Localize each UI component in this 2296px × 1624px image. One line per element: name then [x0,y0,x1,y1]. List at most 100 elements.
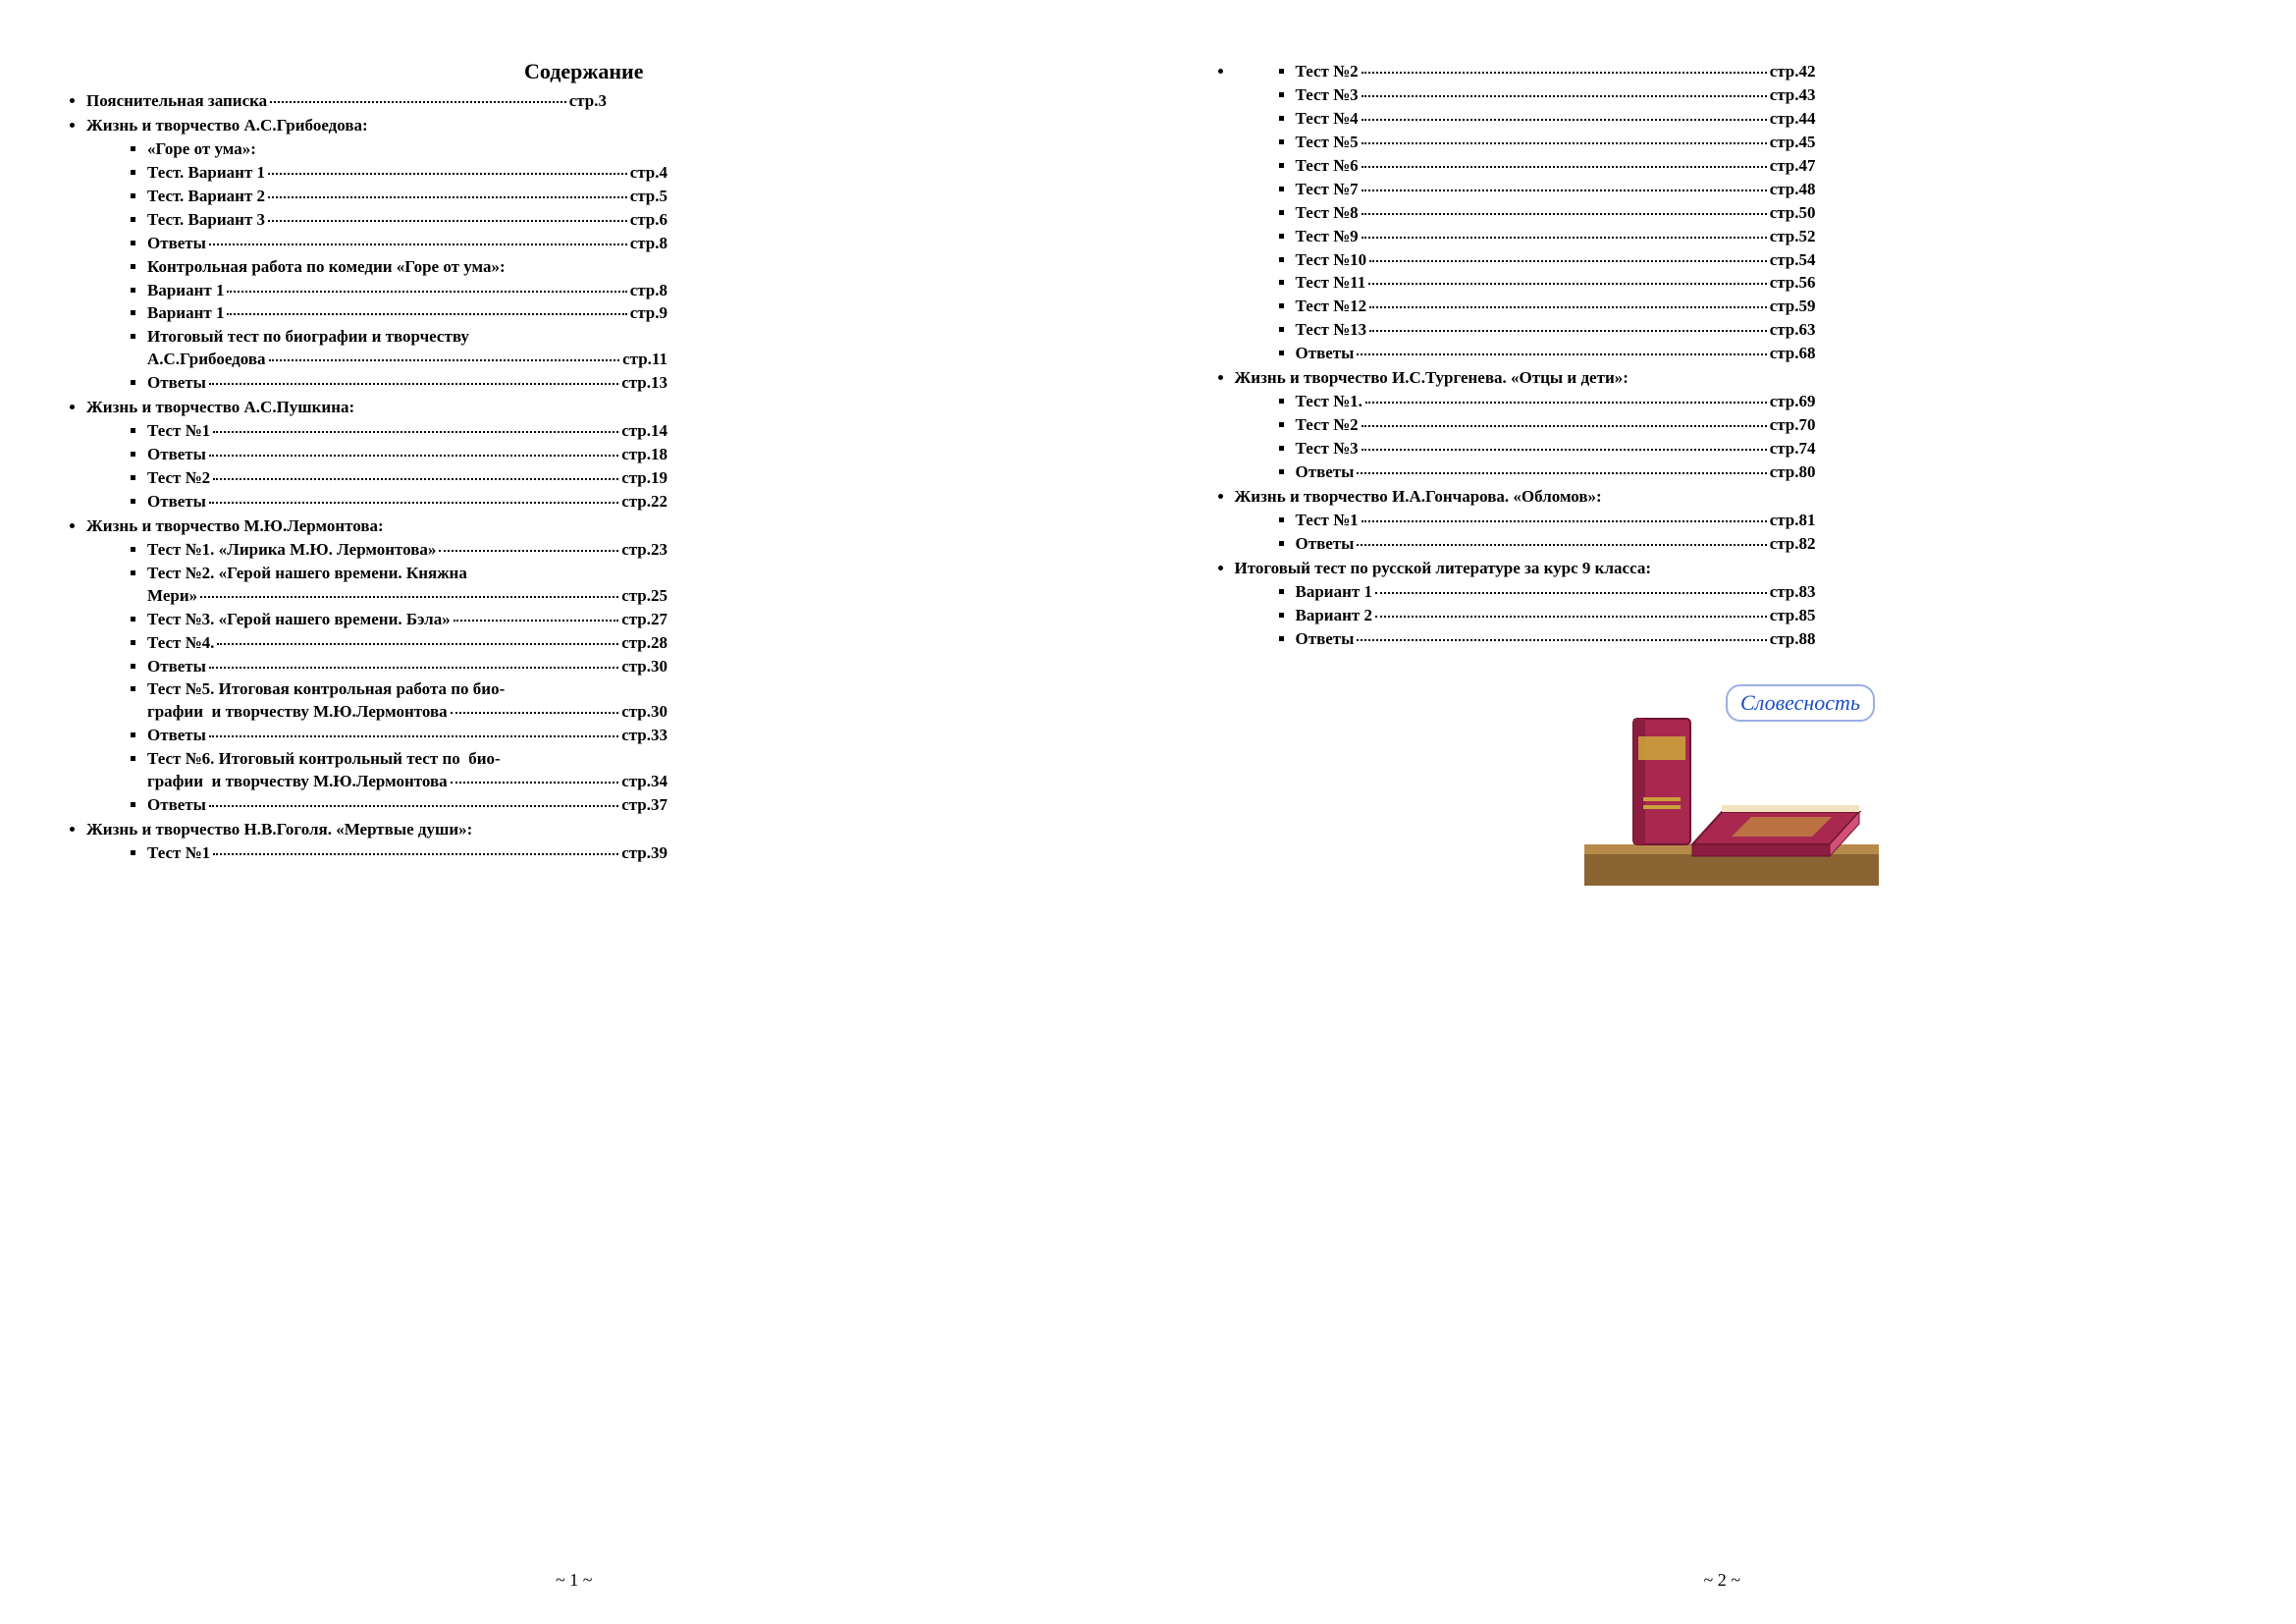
toc-entry-page: стр.54 [1770,249,1816,272]
toc-entry-page: стр.56 [1770,272,1816,295]
toc-entry-label: Тест №1 [1296,510,1359,532]
toc-entry: Тест №2стр.70 [1296,414,2258,437]
toc-entry-label: Тест. Вариант 1 [147,162,265,185]
toc-leader-dots [227,291,626,293]
toc-entry-page: стр.8 [630,280,667,302]
toc-section: Тест №2стр.42Тест №3стр.43Тест №4стр.44Т… [1235,61,2258,365]
toc-entry-label: Тест №1. [1296,391,1362,413]
toc-entry-page: стр.18 [621,444,667,466]
toc-leader-dots [209,805,618,807]
toc-entry-page: стр.48 [1770,179,1816,201]
toc-entry: Тест №1стр.14 [147,420,1109,443]
toc-entry-label: Вариант 1 [1296,581,1372,604]
toc-entry-label: Тест №3 [1296,438,1359,460]
toc-entry: Тест №1стр.81 [1296,510,2258,532]
toc-entry-page: стр.82 [1770,533,1816,556]
toc-entry: Ответыстр.80 [1296,461,2258,484]
toc-leader-dots [213,478,618,480]
toc-entry-page: стр.69 [1770,391,1816,413]
toc-entry: Вариант 2стр.85 [1296,605,2258,627]
toc-leader-dots [1369,260,1767,262]
toc-section-label: Жизнь и творчество А.С.Грибоедова: [86,116,368,135]
toc-section-label: Жизнь и творчество М.Ю.Лермонтова: [86,516,384,535]
page-number-left: ~ 1 ~ [0,1570,1148,1591]
toc-entry: Тест №2стр.19 [147,467,1109,490]
toc-entry: Ответы стр.22 [147,491,1109,514]
toc-entry: Ответыстр.13 [147,372,1109,395]
toc-leader-dots [209,383,618,385]
toc-entry: Ответыстр.37 [147,794,1109,817]
toc-entry: Вариант 1стр.8 [147,280,1109,302]
toc-entry-page: стр.6 [630,209,667,232]
toc-section-label: Жизнь и творчество И.А.Гончарова. «Облом… [1235,487,1602,506]
toc-entry-label: «Горе от ума»: [147,139,256,158]
toc-entry-label: Тест. Вариант 2 [147,186,265,208]
toc-entry-label: Ответы [1296,461,1355,484]
toc-entry: Тест №6стр.47 [1296,155,2258,178]
toc-sublist: Тест №1стр.81Ответыстр.82 [1235,510,2258,556]
toc-leader-dots [1362,425,1767,427]
toc-section: Жизнь и творчество И.С.Тургенева. «Отцы … [1235,367,2258,484]
toc-entry: Тест №5. Итоговая контрольная работа по … [147,678,1109,724]
toc-entry: Вариант 1стр.9 [147,302,1109,325]
toc-entry-label: Тест №6. Итоговый контрольный тест по би… [147,748,638,771]
toc-entry-page: стр.50 [1770,202,1816,225]
toc-entry-label: Ответы [147,491,206,514]
toc-entry-label: Тест №6 [1296,155,1359,178]
toc-leader-dots [1357,472,1766,474]
toc-sublist: Тест №1. «Лирика М.Ю. Лермонтова»стр.23 Т… [86,539,1109,817]
toc-entry-label: графии и творчеству М.Ю.Лермонтова [147,701,448,724]
toc-entry-page: стр.33 [621,725,667,747]
toc-entry: Ответыстр.82 [1296,533,2258,556]
toc-section-label: Жизнь и творчество И.С.Тургенева. «Отцы … [1235,368,1629,387]
toc-leader-dots [1362,213,1767,215]
toc-leader-dots [1362,72,1767,74]
toc-leader-dots [1362,166,1767,168]
toc-leader-dots [1368,283,1766,285]
toc-entry-page: стр.22 [621,491,667,514]
toc-entry: Тест №1стр.39 [147,842,1109,865]
toc-leader-dots [1375,592,1767,594]
toc-sublist: Тест №1стр.39 [86,842,1109,865]
toc-entry-page: стр.30 [621,701,667,724]
toc-leader-dots [209,735,618,737]
toc-leader-dots [1357,353,1766,355]
toc-entry-label: Тест №3. «Герой нашего времени. Бэла» [147,609,451,631]
toc-entry: Тест №7стр.48 [1296,179,2258,201]
toc-leader-dots [1357,544,1766,546]
toc-entry-label: Тест №11 [1296,272,1366,295]
toc-entry-page: стр.28 [621,632,667,655]
toc-entry-page: стр.25 [621,585,667,608]
toc-section: Итоговый тест по русской литературе за к… [1235,558,2258,651]
toc-entry-label: Тест №13 [1296,319,1367,342]
toc-leader-dots [213,431,618,433]
toc-entry-page: стр.39 [621,842,667,865]
toc-entry-label: Тест №8 [1296,202,1359,225]
toc-entry-page: стр.70 [1770,414,1816,437]
toc-entry-page: стр.27 [621,609,667,631]
toc-entry: Тест №9стр.52 [1296,226,2258,248]
toc-section: Жизнь и творчество А.С.Грибоедова: «Горе … [86,115,1109,395]
toc-leader-dots [209,667,618,669]
toc-section-label: Жизнь и творчество А.С.Пушкина: [86,398,354,416]
toc-entry: Тест №2стр.42 [1296,61,2258,83]
toc-entry-page: стр.42 [1770,61,1816,83]
toc-leader-dots [1369,306,1767,308]
page-left: Содержание Пояснительная запискастр.3Жиз… [0,0,1148,1624]
toc-entry-label: Контрольная работа по комедии «Горе от у… [147,257,506,276]
toc-entry-page: стр.30 [621,656,667,678]
toc-entry: Ответыстр.68 [1296,343,2258,365]
toc-leader-dots [1369,330,1767,332]
toc-entry-label: Тест №1 [147,420,210,443]
toc-entry: Ответыстр.18 [147,444,1109,466]
toc-leader-dots [268,173,627,175]
toc-entry-page: стр.13 [621,372,667,395]
toc-entry: Тест №1. «Лирика М.Ю. Лермонтова»стр.23 [147,539,1109,562]
toc-entry-label: Тест №5 [1296,132,1359,154]
toc-entry: Ответыстр.8 [147,233,1109,255]
toc-leader-dots [209,455,618,457]
toc-entry: Тест №4.стр.28 [147,632,1109,655]
toc-section-label: Итоговый тест по русской литературе за к… [1235,559,1651,577]
toc-entry-label: графии и творчеству М.Ю.Лермонтова [147,771,448,793]
toc-section: Жизнь и творчество Н.В.Гоголя. «Мертвые … [86,819,1109,865]
